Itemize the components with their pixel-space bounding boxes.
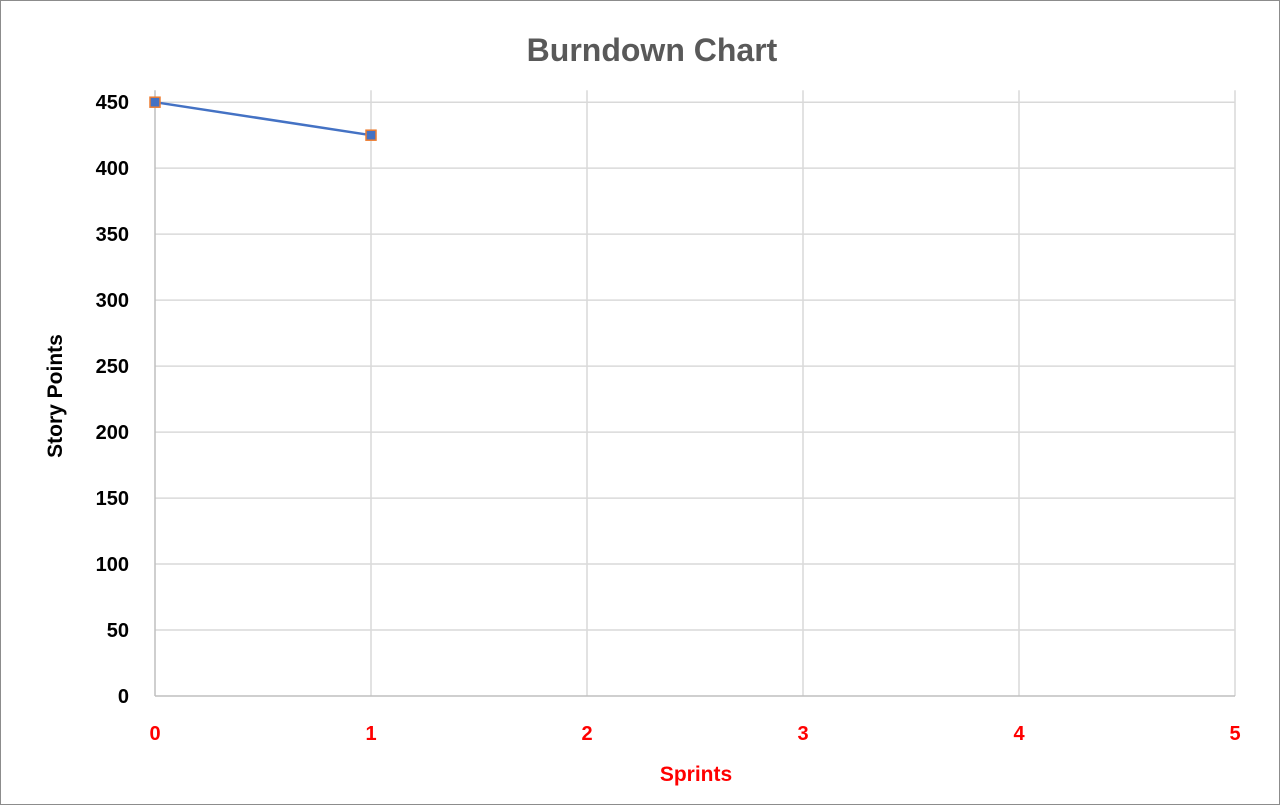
x-tick-label-4: 4: [1013, 723, 1025, 745]
y-tick-label-250: 250: [96, 356, 129, 378]
y-tick-label-0: 0: [118, 686, 129, 708]
x-tick-labels: 0 1 2 3 4 5: [149, 723, 1240, 745]
series-line-0: [154, 100, 372, 137]
y-tick-label-100: 100: [96, 554, 129, 576]
x-tick-label-3: 3: [797, 723, 808, 745]
x-axis-label: Sprints: [660, 763, 732, 786]
chart-title: Burndown Chart: [527, 32, 778, 68]
x-tick-label-5: 5: [1229, 723, 1240, 745]
data-point-sprint-0: [149, 96, 161, 108]
x-tick-label-0: 0: [149, 723, 160, 745]
y-tick-labels: 0 50 100 150 200 250 300 350 400 450: [96, 92, 129, 708]
y-tick-label-150: 150: [96, 488, 129, 510]
y-axis-label: Story Points: [44, 334, 67, 458]
x-tick-label-1: 1: [365, 723, 376, 745]
y-tick-label-400: 400: [96, 158, 129, 180]
series-layer: [149, 96, 377, 141]
y-tick-label-450: 450: [96, 92, 129, 114]
y-tick-label-200: 200: [96, 422, 129, 444]
y-tick-label-300: 300: [96, 290, 129, 312]
gridlines: [154, 90, 1236, 696]
data-point-sprint-1: [365, 129, 377, 141]
y-tick-label-50: 50: [107, 620, 129, 642]
y-tick-label-350: 350: [96, 224, 129, 246]
x-tick-label-2: 2: [581, 723, 592, 745]
